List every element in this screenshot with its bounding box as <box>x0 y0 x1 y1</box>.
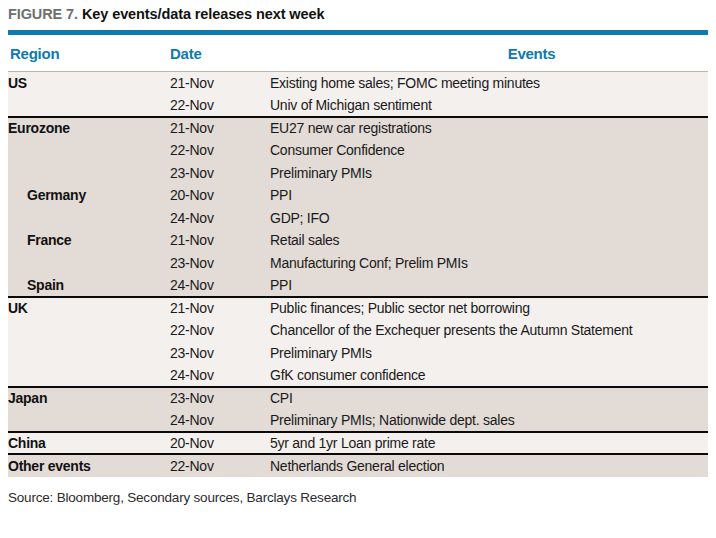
region-cell: Germany <box>8 184 170 207</box>
region-cell: France <box>8 229 170 252</box>
section-other-events: Other events22-NovNetherlands General el… <box>8 454 708 477</box>
table-row: 23-NovManufacturing Conf; Prelim PMIs <box>8 252 708 275</box>
date-cell: 24-Nov <box>170 409 270 432</box>
source-line: Source: Bloomberg, Secondary sources, Ba… <box>8 490 708 505</box>
table-row: Eurozone21-NovEU27 new car registrations <box>8 117 708 140</box>
event-cell: GDP; IFO <box>270 207 708 230</box>
region-cell: Japan <box>8 387 170 410</box>
table-row: Other events22-NovNetherlands General el… <box>8 454 708 477</box>
table-row: US21-NovExisting home sales; FOMC meetin… <box>8 72 708 95</box>
region-cell <box>8 162 170 185</box>
region-cell: China <box>8 432 170 455</box>
date-cell: 21-Nov <box>170 72 270 95</box>
region-cell <box>8 252 170 275</box>
region-cell: UK <box>8 297 170 320</box>
event-cell: Public finances; Public sector net borro… <box>270 297 708 320</box>
region-cell <box>8 139 170 162</box>
date-cell: 24-Nov <box>170 364 270 387</box>
region-cell: US <box>8 72 170 95</box>
date-cell: 22-Nov <box>170 454 270 477</box>
event-cell: PPI <box>270 274 708 297</box>
table-row: 22-NovChancellor of the Exchequer presen… <box>8 319 708 342</box>
figure-title: FIGURE 7. Key events/data releases next … <box>8 6 708 22</box>
column-header-events: Events <box>270 35 708 72</box>
table-row: 22-NovUniv of Michigan sentiment <box>8 94 708 117</box>
date-cell: 22-Nov <box>170 139 270 162</box>
table-row: Spain24-NovPPI <box>8 274 708 297</box>
event-cell: Univ of Michigan sentiment <box>270 94 708 117</box>
column-header-region: Region <box>8 35 170 72</box>
figure-number-label: FIGURE 7. <box>8 6 78 22</box>
event-cell: CPI <box>270 387 708 410</box>
table-row: 24-NovGDP; IFO <box>8 207 708 230</box>
date-cell: 20-Nov <box>170 184 270 207</box>
event-cell: Netherlands General election <box>270 454 708 477</box>
date-cell: 24-Nov <box>170 274 270 297</box>
date-cell: 23-Nov <box>170 252 270 275</box>
date-cell: 23-Nov <box>170 342 270 365</box>
region-cell: Eurozone <box>8 117 170 140</box>
table-row: 24-NovPreliminary PMIs; Nationwide dept.… <box>8 409 708 432</box>
region-cell: Spain <box>8 274 170 297</box>
date-cell: 23-Nov <box>170 387 270 410</box>
section-china: China20-Nov5yr and 1yr Loan prime rate <box>8 432 708 455</box>
event-cell: Retail sales <box>270 229 708 252</box>
table-row: 22-NovConsumer Confidence <box>8 139 708 162</box>
table-row: China20-Nov5yr and 1yr Loan prime rate <box>8 432 708 455</box>
table-row: 23-NovPreliminary PMIs <box>8 342 708 365</box>
date-cell: 23-Nov <box>170 162 270 185</box>
region-cell <box>8 409 170 432</box>
section-japan: Japan23-NovCPI24-NovPreliminary PMIs; Na… <box>8 387 708 432</box>
table-row: 24-NovGfK consumer confidence <box>8 364 708 387</box>
region-cell: Other events <box>8 454 170 477</box>
region-cell <box>8 342 170 365</box>
date-cell: 20-Nov <box>170 432 270 455</box>
event-cell: Preliminary PMIs; Nationwide dept. sales <box>270 409 708 432</box>
table-row: Japan23-NovCPI <box>8 387 708 410</box>
table-row: Germany20-NovPPI <box>8 184 708 207</box>
date-cell: 21-Nov <box>170 117 270 140</box>
table-header-row: Region Date Events <box>8 35 708 72</box>
region-cell <box>8 94 170 117</box>
figure-page: FIGURE 7. Key events/data releases next … <box>0 6 716 538</box>
figure-title-text: Key events/data releases next week <box>82 6 324 22</box>
event-cell: PPI <box>270 184 708 207</box>
section-eurozone: Eurozone21-NovEU27 new car registrations… <box>8 117 708 297</box>
region-cell <box>8 364 170 387</box>
event-cell: Preliminary PMIs <box>270 342 708 365</box>
date-cell: 22-Nov <box>170 94 270 117</box>
column-header-date: Date <box>170 35 270 72</box>
date-cell: 21-Nov <box>170 297 270 320</box>
event-cell: Preliminary PMIs <box>270 162 708 185</box>
table-row: UK21-NovPublic finances; Public sector n… <box>8 297 708 320</box>
date-cell: 24-Nov <box>170 207 270 230</box>
section-uk: UK21-NovPublic finances; Public sector n… <box>8 297 708 387</box>
section-us: US21-NovExisting home sales; FOMC meetin… <box>8 72 708 117</box>
event-cell: GfK consumer confidence <box>270 364 708 387</box>
table-row: France21-NovRetail sales <box>8 229 708 252</box>
date-cell: 21-Nov <box>170 229 270 252</box>
event-cell: Chancellor of the Exchequer presents the… <box>270 319 708 342</box>
table-row: 23-NovPreliminary PMIs <box>8 162 708 185</box>
events-table: Region Date Events US21-NovExisting home… <box>8 35 708 477</box>
region-cell <box>8 319 170 342</box>
event-cell: 5yr and 1yr Loan prime rate <box>270 432 708 455</box>
date-cell: 22-Nov <box>170 319 270 342</box>
event-cell: Existing home sales; FOMC meeting minute… <box>270 72 708 95</box>
region-cell <box>8 207 170 230</box>
event-cell: EU27 new car registrations <box>270 117 708 140</box>
event-cell: Consumer Confidence <box>270 139 708 162</box>
event-cell: Manufacturing Conf; Prelim PMIs <box>270 252 708 275</box>
